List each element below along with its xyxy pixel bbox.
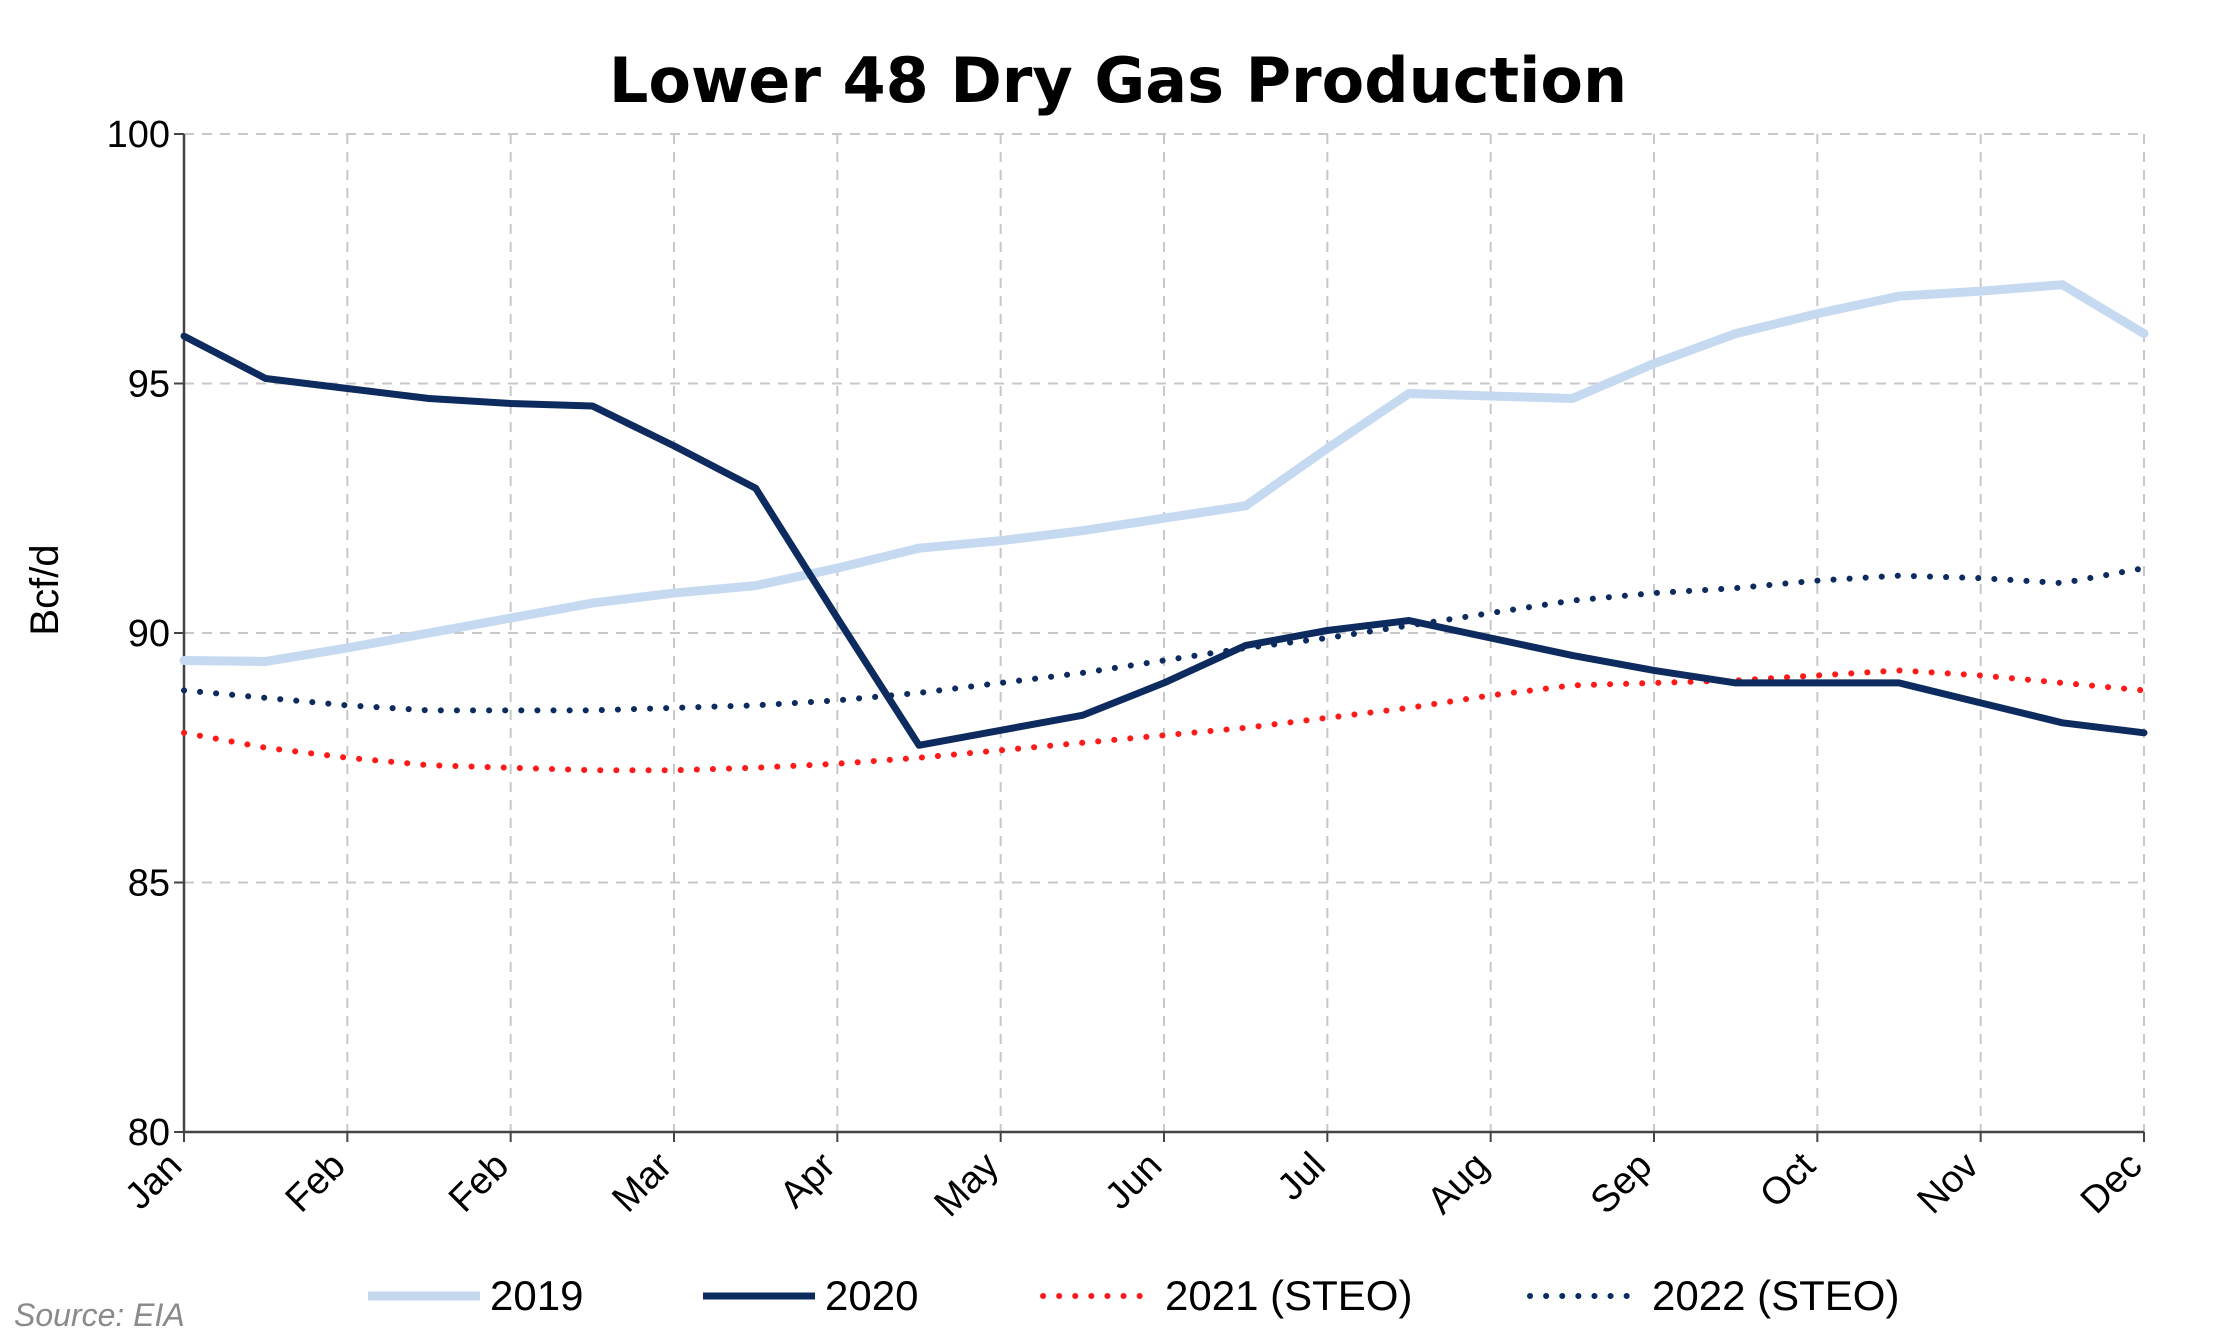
series-line-2020: [180, 332, 2148, 749]
series-line-2019: [179, 280, 2149, 666]
x-tick-label: Feb: [278, 1145, 354, 1221]
chart-title: Lower 48 Dry Gas Production: [609, 44, 1627, 117]
y-tick-label: 90: [128, 613, 170, 655]
x-tick-label: Feb: [441, 1145, 517, 1221]
x-tick-label: Aug: [1420, 1145, 1498, 1223]
y-tick-labels: 80 85 90 95 100: [107, 114, 170, 1154]
series-line-2021-steo: [181, 667, 2147, 774]
legend-label: 2020: [825, 1272, 918, 1319]
x-tick-label: Nov: [1910, 1145, 1987, 1222]
y-tick-label: 95: [128, 364, 170, 406]
y-axis-label: Bcf/d: [23, 544, 67, 635]
y-tick-label: 100: [107, 114, 170, 156]
grid-lines: [184, 133, 2145, 1132]
x-tick-label: Mar: [604, 1144, 680, 1220]
y-tick-label: 85: [128, 863, 170, 905]
x-tick-label: Sep: [1583, 1145, 1661, 1223]
x-tick-label: Dec: [2073, 1145, 2150, 1222]
axes: [174, 133, 2145, 1142]
series-line-2022-steo: [181, 565, 2147, 714]
series-lines: [179, 280, 2149, 774]
source-note: Source: EIA: [14, 1297, 185, 1333]
x-tick-label: Apr: [772, 1144, 844, 1216]
x-tick-label: Jan: [117, 1145, 190, 1218]
legend: 2019 2020 2021 (STEO) 2022 (STEO): [368, 1272, 1899, 1319]
legend-label: 2022 (STEO): [1652, 1272, 1899, 1319]
x-tick-labels: Jan Feb Feb Mar Apr May Jun Jul Aug Sep Oct Nov Dec: [117, 1144, 2150, 1225]
x-tick-label: May: [927, 1145, 1007, 1225]
legend-label: 2019: [490, 1272, 583, 1319]
legend-label: 2021 (STEO): [1165, 1272, 1412, 1319]
x-tick-label: Jun: [1097, 1145, 1170, 1218]
x-tick-label: Jul: [1270, 1145, 1334, 1209]
x-tick-label: Oct: [1752, 1144, 1824, 1216]
y-tick-label: 80: [128, 1112, 170, 1154]
